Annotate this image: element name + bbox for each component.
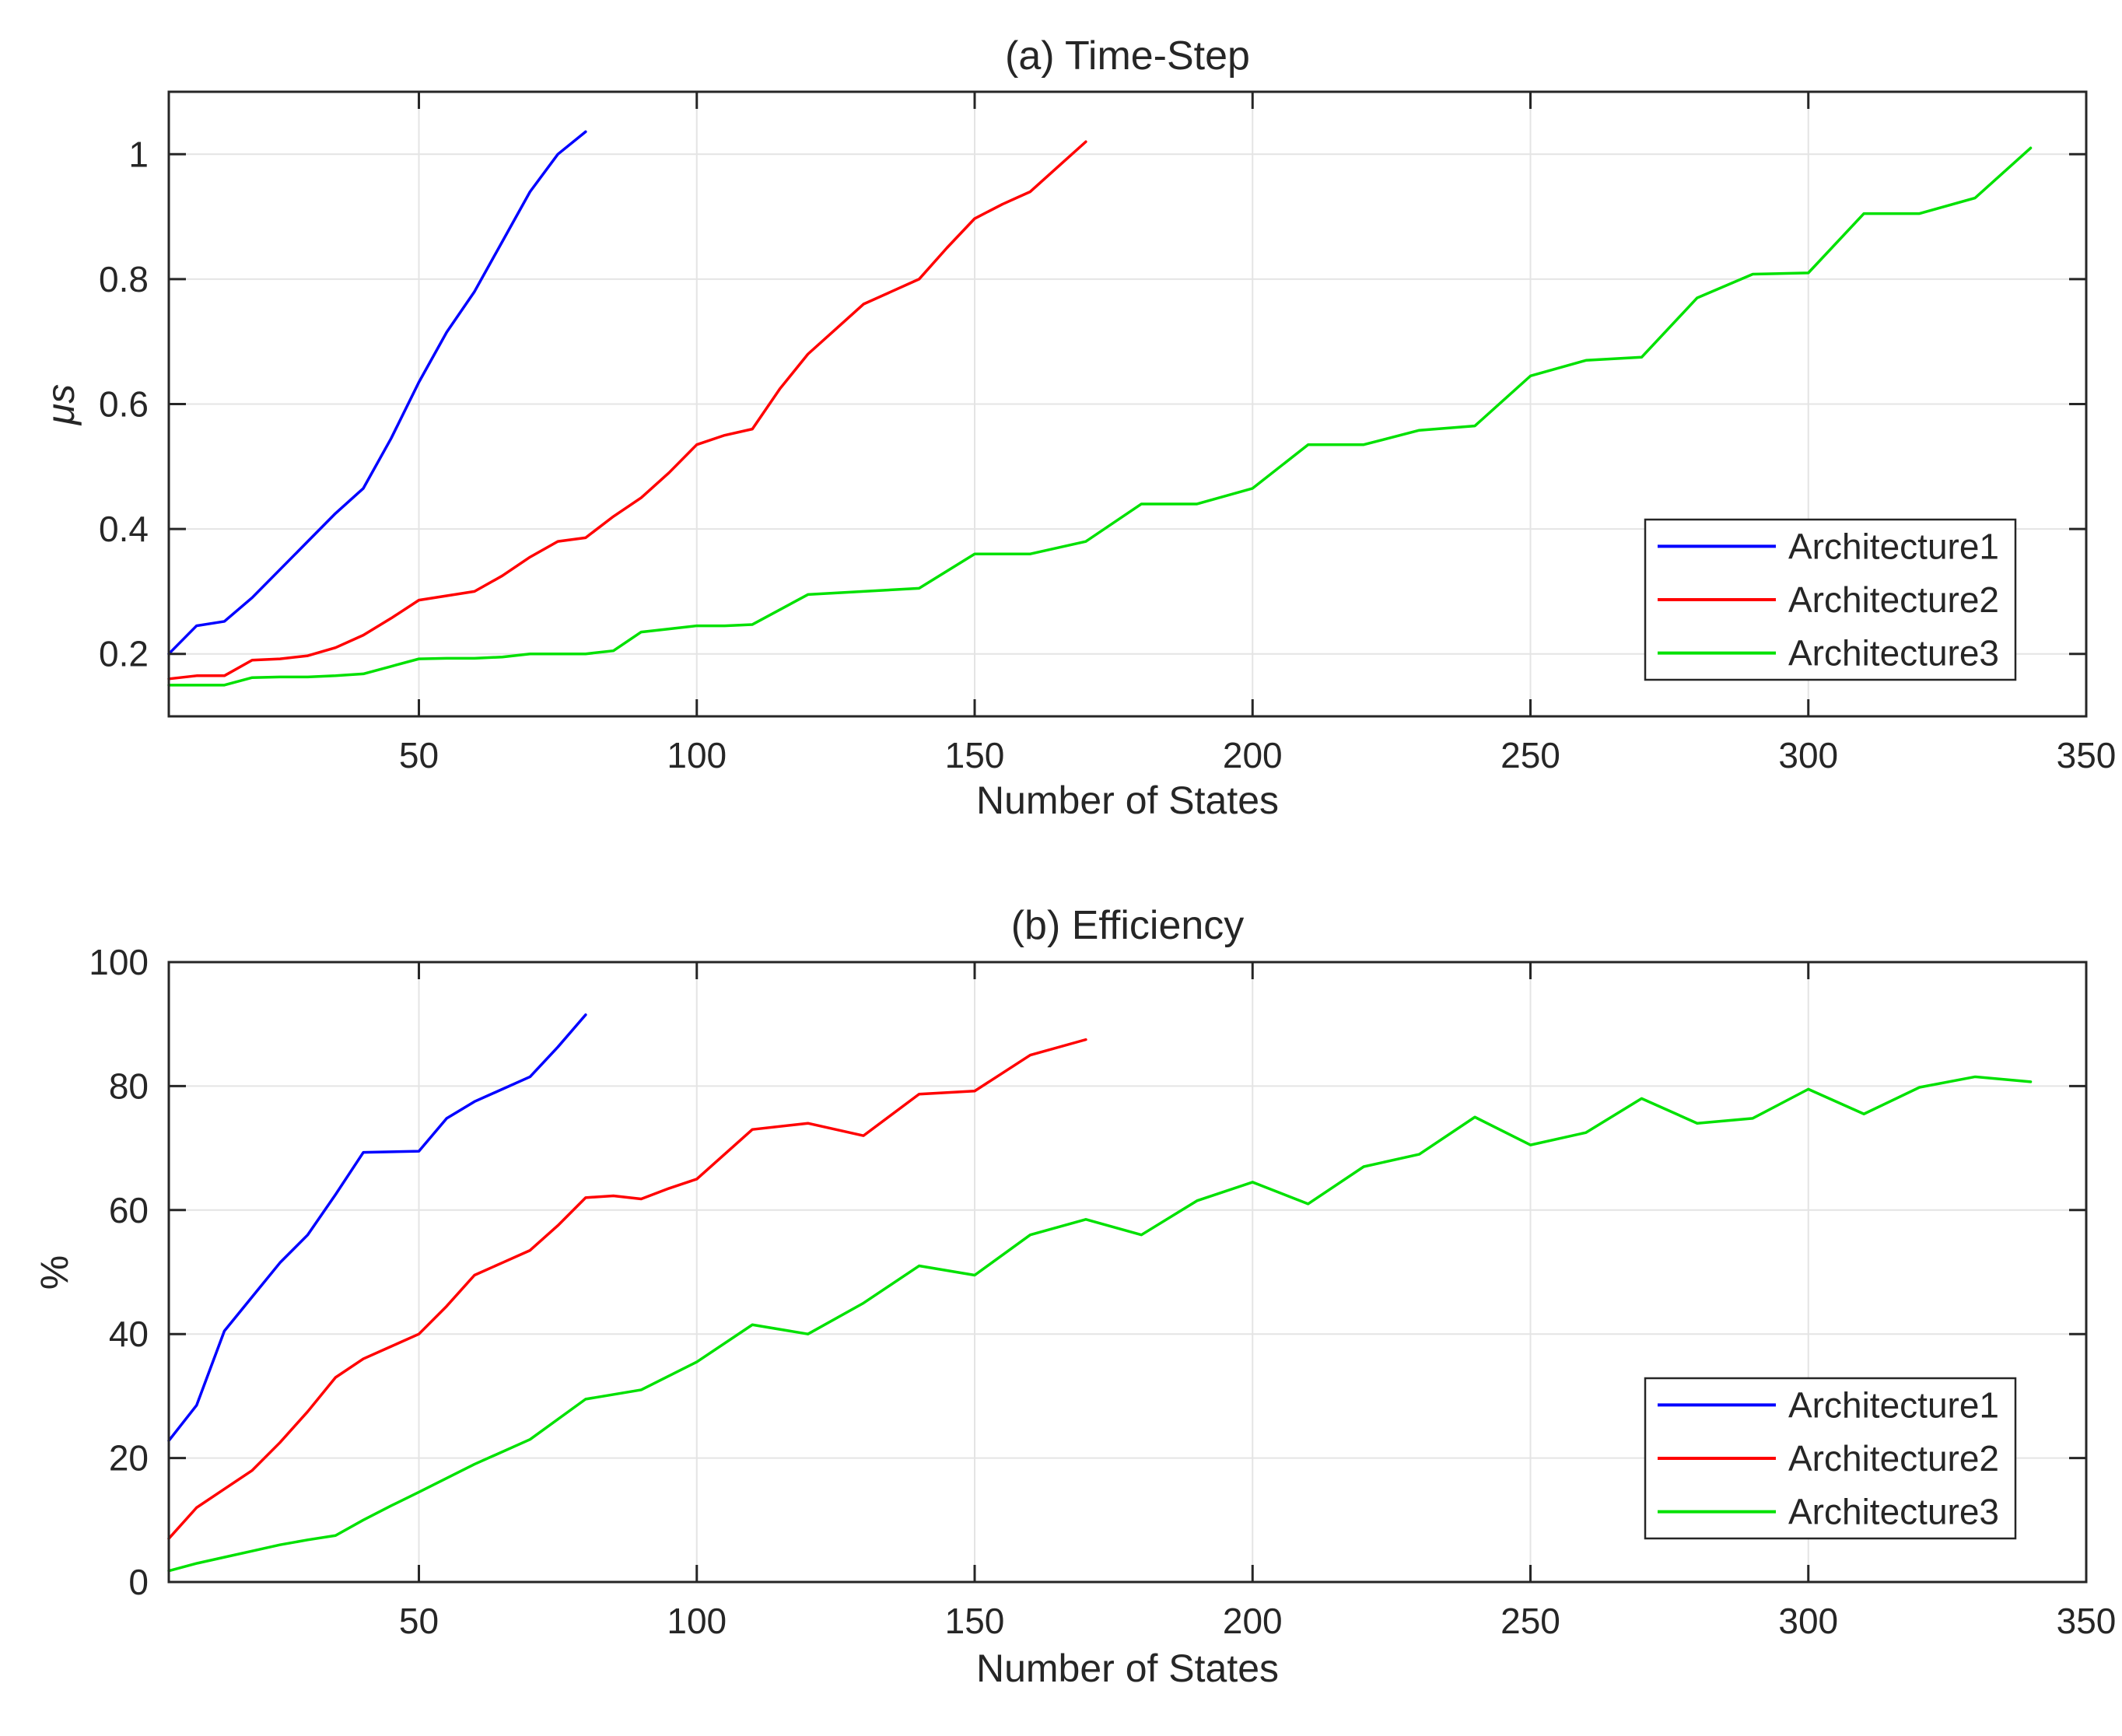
y-tick-label: 0.4	[99, 509, 149, 549]
chart-a-xlabel: Number of States	[975, 779, 1280, 822]
x-tick-label: 350	[2057, 735, 2117, 775]
series-line-architecture3	[167, 146, 2033, 687]
chart-b-ylabel: %	[33, 1255, 76, 1290]
series-line-architecture1	[167, 1013, 587, 1443]
legend-label: Architecture1	[1788, 1384, 1999, 1425]
series-line-architecture1	[167, 130, 587, 656]
x-tick-label: 100	[667, 1601, 727, 1641]
x-tick-label: 300	[1778, 735, 1838, 775]
series-line-architecture2	[167, 1038, 1087, 1540]
x-tick-label: 100	[667, 735, 727, 775]
chart-b-xlabel: Number of States	[975, 1647, 1280, 1690]
x-tick-label: 150	[945, 1601, 1005, 1641]
legend-label: Architecture2	[1788, 579, 1999, 620]
x-tick-label: 250	[1500, 1601, 1560, 1641]
plot-border	[167, 961, 2088, 1584]
y-tick-label: 0.2	[99, 634, 149, 674]
y-tick-label: 40	[109, 1314, 149, 1354]
x-tick-label: 350	[2057, 1601, 2117, 1641]
chart-a-ylabel: μs	[39, 383, 82, 425]
x-tick-label: 50	[399, 1601, 439, 1641]
x-tick-label: 300	[1778, 1601, 1838, 1641]
chart-a-title: (a) Time-Step	[1005, 33, 1250, 79]
legend-label: Architecture1	[1788, 526, 1999, 566]
chart-b-title: (b) Efficiency	[1010, 903, 1245, 948]
series-line-architecture3	[167, 1075, 2033, 1573]
y-tick-label: 80	[109, 1066, 149, 1106]
x-tick-label: 250	[1500, 735, 1560, 775]
y-tick-label: 0.8	[99, 259, 149, 299]
y-tick-label: 60	[109, 1190, 149, 1230]
y-tick-label: 100	[89, 942, 149, 982]
y-tick-label: 1	[128, 134, 149, 174]
legend-label: Architecture2	[1788, 1438, 1999, 1479]
series-line-architecture2	[167, 140, 1087, 681]
y-tick-label: 20	[109, 1438, 149, 1479]
x-tick-label: 50	[399, 735, 439, 775]
y-tick-label: 0	[128, 1562, 149, 1602]
x-tick-label: 200	[1223, 735, 1283, 775]
legend-label: Architecture3	[1788, 633, 1999, 674]
y-tick-label: 0.6	[99, 384, 149, 425]
x-tick-label: 150	[945, 735, 1005, 775]
x-tick-label: 200	[1223, 1601, 1283, 1641]
legend-label: Architecture3	[1788, 1492, 1999, 1532]
